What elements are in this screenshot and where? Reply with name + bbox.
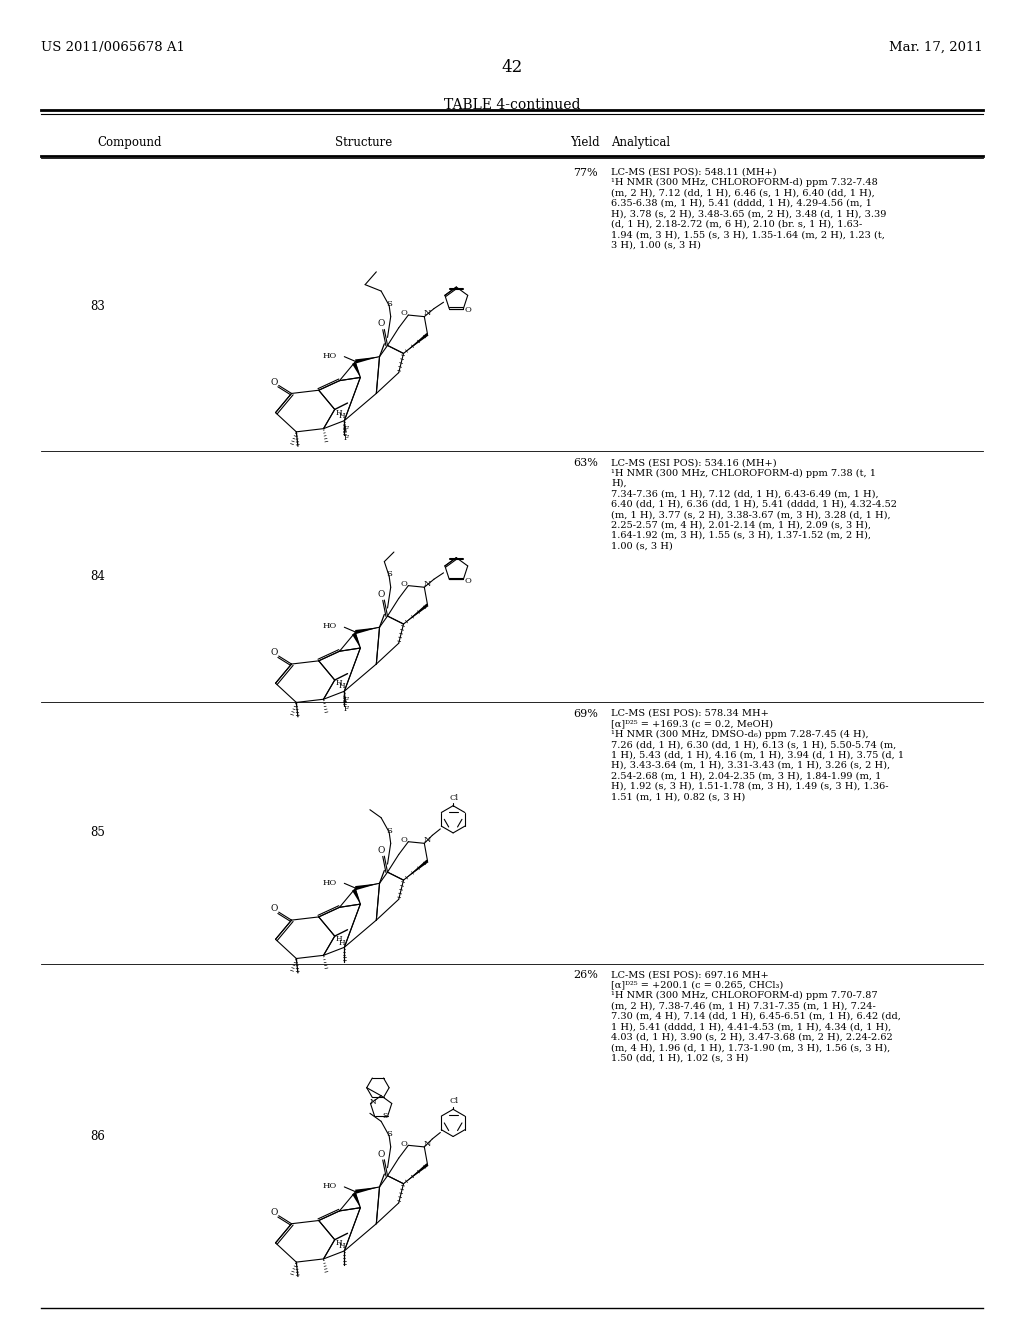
Text: H: H [339,412,345,420]
Text: H: H [336,680,342,688]
Text: HO: HO [323,623,336,631]
Text: H: H [336,409,342,417]
Text: TABLE 4-continued: TABLE 4-continued [443,98,581,112]
Text: O: O [378,319,385,329]
Polygon shape [355,883,380,890]
Text: S: S [386,826,392,834]
Text: H: H [336,936,342,944]
Text: O: O [400,836,407,843]
Text: O: O [378,1150,385,1159]
Text: N: N [424,1139,431,1147]
Polygon shape [403,333,428,354]
Text: 86: 86 [90,1130,104,1143]
Polygon shape [403,859,428,880]
Text: S: S [386,300,392,308]
Polygon shape [403,603,428,624]
Text: US 2011/0065678 A1: US 2011/0065678 A1 [41,41,185,54]
Text: Mar. 17, 2011: Mar. 17, 2011 [889,41,983,54]
Text: O: O [465,306,472,314]
Text: F: F [343,696,348,704]
Text: S: S [386,1130,392,1138]
Text: H: H [339,939,345,946]
Text: LC-MS (ESI POS): 534.16 (MH+)
¹H NMR (300 MHz, CHLOROFORM-d) ppm 7.38 (t, 1
H),
: LC-MS (ESI POS): 534.16 (MH+) ¹H NMR (30… [611,458,897,550]
Polygon shape [352,1192,360,1208]
Text: N: N [424,836,431,843]
Text: N: N [424,579,431,587]
Text: N: N [424,309,431,317]
Text: H: H [339,1242,345,1250]
Text: 84: 84 [90,570,104,583]
Polygon shape [355,356,380,363]
Text: 69%: 69% [573,709,598,719]
Text: 77%: 77% [573,168,598,178]
Text: Yield: Yield [570,136,600,149]
Text: H: H [339,682,345,690]
Text: HO: HO [323,879,336,887]
Text: LC-MS (ESI POS): 697.16 MH+
[α]ᴰ²⁵ = +200.1 (c = 0.265, CHCl₃)
¹H NMR (300 MHz, : LC-MS (ESI POS): 697.16 MH+ [α]ᴰ²⁵ = +20… [611,970,901,1063]
Polygon shape [352,632,360,648]
Text: F: F [343,434,348,442]
Text: 63%: 63% [573,458,598,469]
Polygon shape [403,1163,428,1184]
Text: 85: 85 [90,826,104,840]
Text: O: O [400,1139,407,1147]
Text: S: S [386,570,392,578]
Text: F: F [343,705,348,713]
Text: Cl: Cl [450,1097,459,1105]
Text: H: H [336,1239,342,1247]
Polygon shape [355,627,380,634]
Polygon shape [352,362,360,378]
Text: HO: HO [323,352,336,360]
Text: O: O [270,1208,278,1217]
Text: O: O [465,577,472,585]
Text: F: F [343,425,348,433]
Text: 42: 42 [502,59,522,77]
Text: Cl: Cl [450,793,459,801]
Text: 83: 83 [90,300,104,313]
Text: O: O [270,378,278,387]
Text: O: O [378,846,385,855]
Text: S: S [382,1111,387,1119]
Text: Structure: Structure [335,136,392,149]
Text: O: O [270,648,278,657]
Text: 26%: 26% [573,970,598,981]
Text: O: O [400,309,407,317]
Text: Compound: Compound [97,136,162,149]
Text: O: O [270,904,278,913]
Text: LC-MS (ESI POS): 548.11 (MH+)
¹H NMR (300 MHz, CHLOROFORM-d) ppm 7.32-7.48
(m, 2: LC-MS (ESI POS): 548.11 (MH+) ¹H NMR (30… [611,168,887,249]
Text: O: O [400,579,407,587]
Text: HO: HO [323,1183,336,1191]
Text: LC-MS (ESI POS): 578.34 MH+
[α]ᴰ²⁵ = +169.3 (c = 0.2, MeOH)
¹H NMR (300 MHz, DMS: LC-MS (ESI POS): 578.34 MH+ [α]ᴰ²⁵ = +16… [611,709,904,801]
Polygon shape [355,1187,380,1193]
Polygon shape [352,888,360,904]
Text: O: O [378,590,385,599]
Text: N: N [370,1098,376,1106]
Text: Analytical: Analytical [611,136,671,149]
